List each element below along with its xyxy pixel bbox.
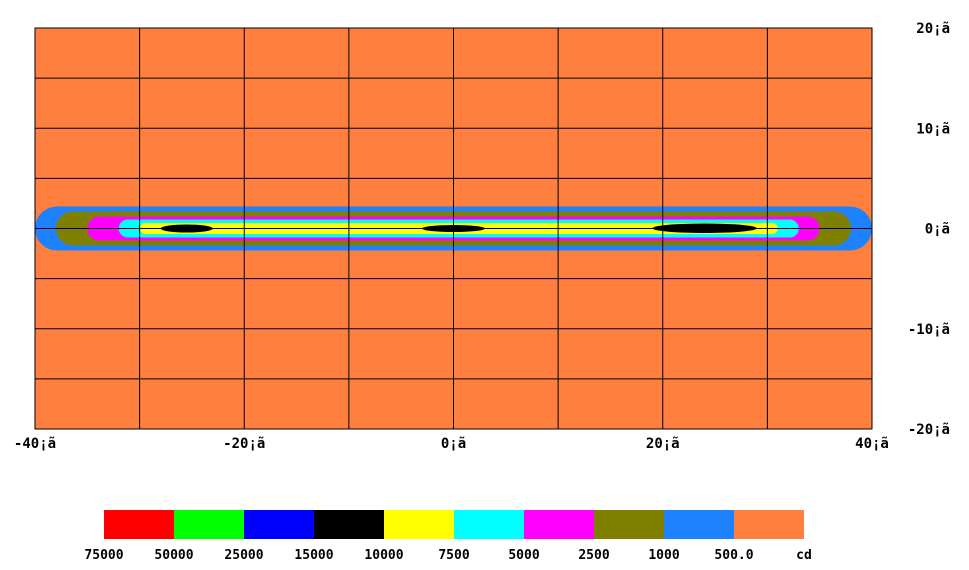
legend-label: 5000 — [508, 548, 539, 563]
legend-label: 2500 — [578, 548, 609, 563]
legend-swatch-500.0 — [734, 510, 804, 539]
legend-swatch-75000 — [104, 510, 174, 539]
x-axis-ticks: -40¡ã -20¡ã 0¡ã 20¡ã 40¡ã — [14, 436, 889, 452]
legend-swatch-15000 — [314, 510, 384, 539]
legend-label: 500.0 — [714, 548, 753, 563]
legend-label: 50000 — [154, 548, 193, 563]
y-tick-label: 20¡ã — [916, 21, 950, 37]
legend-swatch-2500 — [594, 510, 664, 539]
x-tick-label: 40¡ã — [855, 436, 889, 452]
legend-label: 7500 — [438, 548, 469, 563]
y-axis-ticks: 20¡ã 10¡ã 0¡ã -10¡ã -20¡ã — [908, 21, 950, 438]
legend-swatch-10000 — [384, 510, 454, 539]
legend-label: 1000 — [648, 548, 679, 563]
x-tick-label: -20¡ã — [223, 436, 265, 452]
y-tick-label: 10¡ã — [916, 121, 950, 137]
x-tick-label: 0¡ã — [441, 436, 466, 452]
legend-label: 25000 — [224, 548, 263, 563]
x-tick-label: -40¡ã — [14, 436, 56, 452]
legend-swatch-50000 — [174, 510, 244, 539]
legend-swatch-25000 — [244, 510, 314, 539]
y-tick-label: -20¡ã — [908, 422, 950, 438]
y-tick-label: 0¡ã — [925, 222, 950, 238]
legend-label: 15000 — [294, 548, 333, 563]
legend-unit: cd — [796, 548, 812, 563]
legend-label: 10000 — [364, 548, 403, 563]
x-tick-label: 20¡ã — [646, 436, 680, 452]
legend-swatch-1000 — [664, 510, 734, 539]
legend: 75000 50000 25000 15000 10000 7500 5000 2500 100… — [84, 510, 812, 563]
legend-label: 75000 — [84, 548, 123, 563]
y-tick-label: -10¡ã — [908, 322, 950, 338]
legend-swatch-5000 — [524, 510, 594, 539]
plot-frame — [34, 27, 873, 430]
legend-swatch-7500 — [454, 510, 524, 539]
